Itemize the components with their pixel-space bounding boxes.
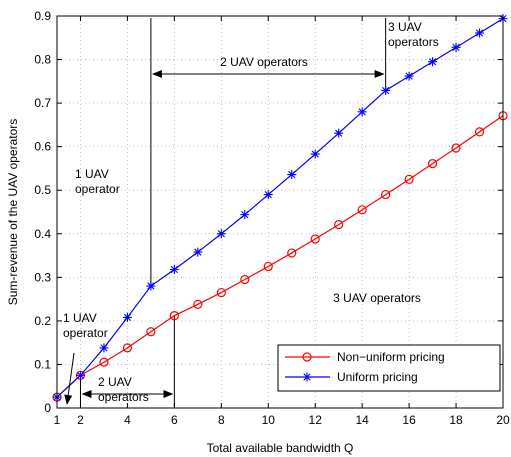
data-point [263,261,273,272]
y-tick-label: 0 [44,401,51,415]
series-line [56,18,504,398]
data-point [451,143,461,153]
y-tick-label: 0.2 [34,314,51,328]
x-tick-label: 14 [355,413,369,427]
data-point [474,127,485,137]
data-point [240,274,250,285]
annotation-2-uav-operators-low: operators [98,390,149,404]
annotation-3-uav-operators-top: 3 UAV [388,20,422,34]
legend-marker-uniform [302,372,312,382]
ticks: 2 4 6 8 10 12 14 16 18 20 10 0.1 0.2 0.3 0.4 0.5 0.6 0.7 0… [34,9,510,427]
x-tick-label: 6 [171,413,178,427]
data-point [357,107,367,117]
legend-label-non-uniform: Non−uniform pricing [337,350,445,364]
data-point [310,234,320,244]
data-point [428,57,438,67]
data-point [169,264,179,274]
x-tick-label: 16 [402,413,416,427]
annotation-2-uav-operators: 2 UAV operators [220,55,308,69]
annotation-1-uav-operator-low: operator [63,326,108,340]
annotation-1-uav-operator: operator [75,182,120,196]
data-point [146,327,156,337]
y-tick-label: 0.4 [34,227,51,241]
data-point [451,42,461,52]
y-tick-label: 0.7 [34,96,51,110]
legend-label-uniform: Uniform pricing [337,370,418,384]
x-tick-label: 8 [218,413,225,427]
data-point [404,174,414,184]
data-point [263,190,273,200]
data-point [75,370,85,380]
data-point [475,28,485,38]
annotation-1-uav-operator: 1 UAV [75,167,109,181]
data-point [193,247,203,257]
x-tick-label: 12 [309,413,323,427]
data-point [381,85,391,95]
data-point [216,287,226,298]
data-point [334,220,344,230]
data-point [310,149,320,159]
arrow-1-uav-low [64,352,75,405]
data-point [334,128,344,138]
y-axis-label: Sum-revenue of the UAV operators [6,119,20,306]
plot-background [57,16,503,408]
x-axis-label: Total available bandwidth Q [207,441,354,455]
x-tick-label: 2 [77,413,84,427]
x-tick-label: 4 [124,413,131,427]
data-point [193,299,203,309]
reference-lines [79,18,387,408]
plot-frame [56,15,504,409]
y-tick-label: 0.6 [34,140,51,154]
legend-star-shape [302,372,312,382]
y-tick-label: 0.1 [34,357,51,371]
data-point [122,312,132,322]
series-line [56,115,504,398]
annotation-2-uav-operators-low: 2 UAV [98,375,132,389]
x-tick-label: 1 [54,413,61,427]
grid [57,16,503,408]
data-point [169,311,179,321]
data-point [287,248,297,258]
data-point [427,159,438,169]
y-tick-label: 0.5 [34,183,51,197]
y-tick-label: 0.3 [34,270,51,284]
data-point [122,343,133,353]
data-point [99,357,109,367]
data-point [99,343,109,353]
data-point [287,170,297,180]
annotation-3-uav-operators: 3 UAV operators [333,291,421,305]
data-point [357,205,367,215]
data-point [404,71,414,81]
x-tick-label: 10 [262,413,276,427]
data-point [146,281,156,291]
legend: Non−uniform pricing Uniform pricing [277,344,501,392]
data-point [381,189,391,200]
annotation-3-uav-operators-top: operators [388,35,439,49]
data-point [216,229,226,239]
legend-box [277,344,501,392]
x-tick-label: 18 [449,413,463,427]
annotation-1-uav-operator-low: 1 UAV [63,311,97,325]
legend-marker-non-uniform [302,352,312,362]
y-tick-label: 0.8 [34,53,51,67]
x-tick-label: 20 [496,413,510,427]
y-tick-label: 0.9 [34,9,51,23]
data-point [240,210,250,220]
